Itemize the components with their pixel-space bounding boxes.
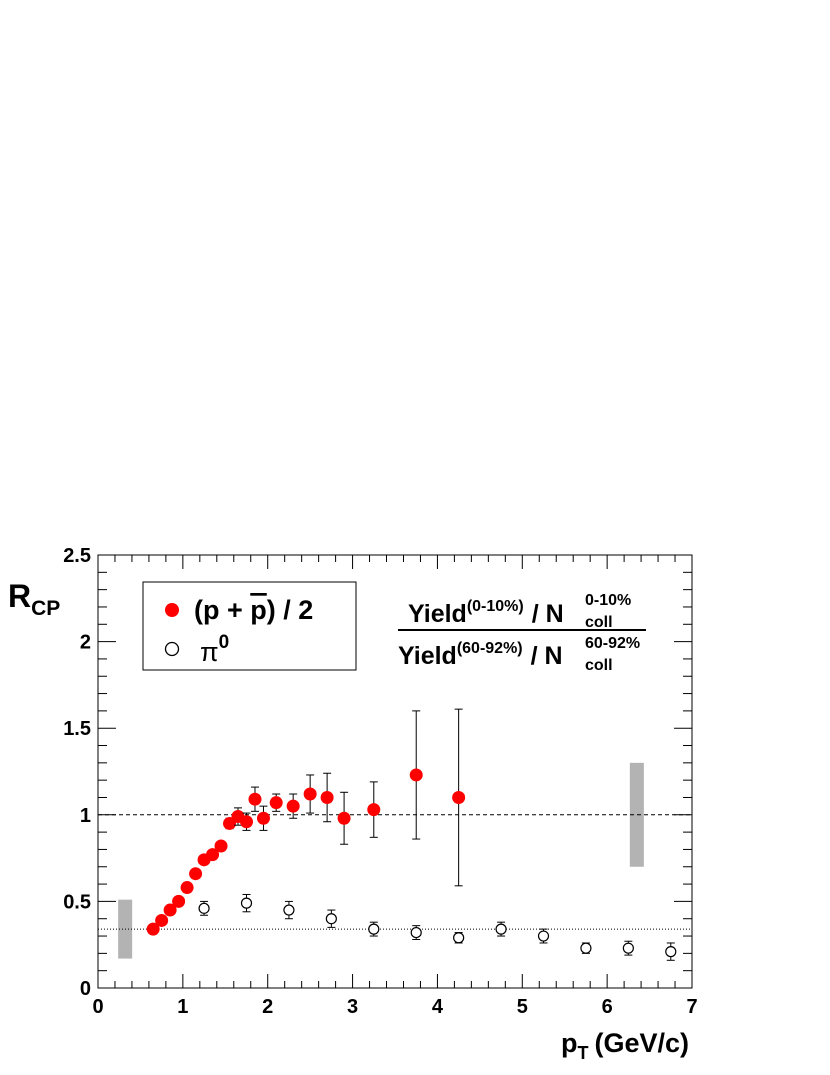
data-point <box>163 903 177 917</box>
legend: (p + p) / 2 π0 <box>142 581 357 671</box>
data-point <box>248 792 262 806</box>
systematic-box-1 <box>629 762 644 867</box>
formula-denominator: Yield(60-92%) / N <box>398 640 563 670</box>
legend-proton-suffix: ) / 2 <box>267 595 314 625</box>
x-axis: 0 1 2 3 4 5 6 7 <box>92 555 698 1018</box>
data-point <box>198 902 210 914</box>
frame <box>97 554 693 989</box>
data-point <box>155 913 169 927</box>
data-point <box>537 930 550 942</box>
x-tick-label: 3 <box>347 996 358 1018</box>
data-point <box>206 848 220 862</box>
data-point <box>189 867 203 881</box>
data-point <box>409 768 423 782</box>
data-point <box>453 932 465 944</box>
x-tick-label: 4 <box>432 996 444 1018</box>
y-axis-title-main: R <box>8 578 31 614</box>
data-point <box>180 881 194 895</box>
data-point <box>256 811 270 825</box>
data-point <box>240 897 253 909</box>
legend-proton-label: (p + p) / 2 <box>194 595 313 625</box>
legend-pion-label: π0 <box>200 632 229 667</box>
formula-num-yield: Yield <box>408 600 467 628</box>
formula-den-n-sup: 60-92% <box>585 635 640 652</box>
legend-box <box>142 581 357 671</box>
rcp-formula: Yield(0-10%) / N 0-10% coll Yield(60-92%)… <box>398 592 646 674</box>
data-point <box>320 790 334 804</box>
y-axis: 0 0.5 1 1.5 2 2.5 <box>63 545 692 1000</box>
data-point <box>452 790 466 804</box>
x-tick-label: 6 <box>602 996 613 1018</box>
data-point <box>286 799 300 813</box>
data-point <box>665 946 677 958</box>
formula-numerator: Yield(0-10%) / N <box>408 598 564 628</box>
formula-num-n: / N <box>532 600 564 628</box>
data-point <box>172 894 186 908</box>
formula-den-yield: Yield <box>398 642 457 670</box>
series-pion <box>198 893 677 961</box>
data-point <box>580 942 592 954</box>
y-tick-label: 1.5 <box>63 718 91 740</box>
x-axis-title-main: p <box>561 1028 578 1058</box>
y-axis-title-sub: CP <box>31 597 60 620</box>
data-point <box>146 922 160 936</box>
reference-lines <box>98 814 692 930</box>
legend-proton-pbar: p <box>250 595 267 625</box>
x-axis-title-sub: T <box>578 1043 589 1063</box>
legend-pion-sup: 0 <box>219 632 230 653</box>
legend-proton-prefix: (p + <box>194 595 250 625</box>
data-point <box>325 913 337 925</box>
x-tick-label: 7 <box>686 996 697 1018</box>
data-point <box>337 811 351 825</box>
y-tick-label: 0.5 <box>63 891 91 913</box>
data-point <box>303 787 317 801</box>
data-point <box>495 923 507 935</box>
formula-den-n: / N <box>531 642 563 670</box>
formula-num-n-sup: 0-10% <box>585 592 631 609</box>
y-tick-label: 2.5 <box>63 545 91 567</box>
x-axis-title: pT (GeV/c) <box>561 1028 689 1063</box>
data-point <box>214 839 228 853</box>
legend-proton-marker <box>165 603 179 617</box>
plot-frame <box>97 554 693 989</box>
data-point <box>410 926 422 939</box>
y-tick-label: 2 <box>80 632 91 654</box>
x-tick-label: 1 <box>177 996 188 1018</box>
data-point <box>283 904 295 916</box>
y-axis-title: RCP <box>8 578 60 620</box>
data-point <box>269 796 283 810</box>
formula-den-yield-sup: (60-92%) <box>457 640 523 657</box>
y-tick-label: 0 <box>80 978 91 1000</box>
series-proton <box>146 708 466 936</box>
data-series <box>146 708 677 961</box>
data-point <box>367 803 381 817</box>
formula-num-n-sub: coll <box>585 614 613 631</box>
x-tick-label: 2 <box>262 996 273 1018</box>
y-tick-label: 1 <box>80 805 91 827</box>
x-tick-label: 0 <box>92 996 103 1018</box>
data-point <box>368 923 380 935</box>
x-axis-title-unit: (GeV/c) <box>595 1028 690 1058</box>
data-point <box>622 942 634 954</box>
formula-den-n-sub: coll <box>585 657 613 674</box>
data-point <box>240 815 253 829</box>
legend-pion-symbol: π <box>200 637 219 667</box>
formula-num-yield-sup: (0-10%) <box>467 598 524 615</box>
x-tick-label: 5 <box>517 996 528 1018</box>
legend-pion-marker <box>164 641 180 657</box>
